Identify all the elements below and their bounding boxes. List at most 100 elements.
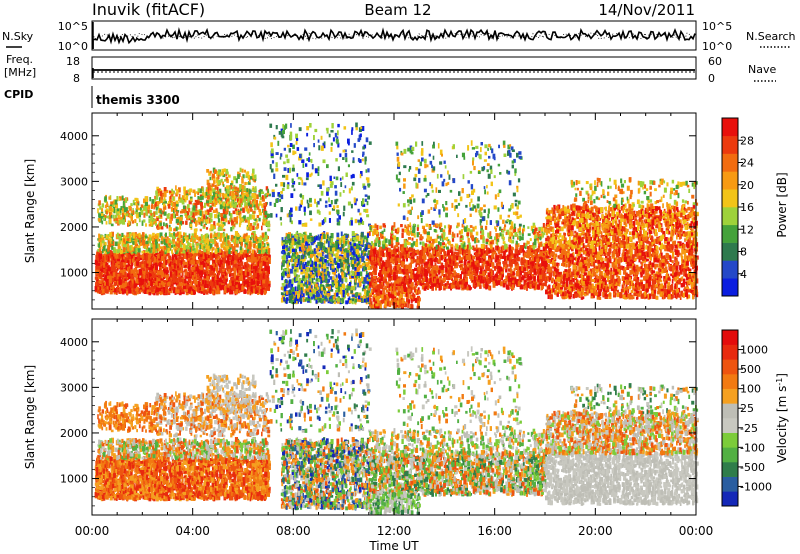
power-cell-echo2 bbox=[170, 199, 172, 203]
power-cell-echo1 bbox=[123, 201, 125, 205]
power-cell-band1 bbox=[253, 280, 255, 284]
power-cell-echo2 bbox=[160, 210, 162, 214]
power-cell-echo2 bbox=[176, 211, 179, 216]
power-cell-echo3 bbox=[241, 185, 244, 190]
nave-tick-high: 60 bbox=[708, 55, 722, 68]
power-cell-band1 bbox=[245, 281, 248, 285]
power-cell-echo3 bbox=[248, 182, 251, 185]
power-cell-echo1 bbox=[133, 210, 135, 215]
power-cell-echo2 bbox=[256, 226, 259, 229]
power-cell-band1 bbox=[222, 269, 224, 272]
power-cell-band1b bbox=[155, 239, 157, 244]
power-cell-band1 bbox=[161, 250, 163, 255]
power-cell-echo1 bbox=[115, 200, 118, 205]
power-cell-band1b bbox=[249, 251, 252, 254]
power-cell-band1b bbox=[246, 239, 249, 242]
power-cell-echo1 bbox=[99, 206, 101, 209]
power-cell-band1b bbox=[186, 237, 188, 242]
power-cell-echo3 bbox=[254, 199, 256, 204]
power-cell-echo1 bbox=[136, 205, 138, 210]
power-cell-band1 bbox=[247, 291, 249, 295]
power-cell-band1 bbox=[99, 286, 101, 290]
power-cell-band1 bbox=[184, 279, 186, 284]
power-cell-band1 bbox=[215, 267, 217, 271]
power-cell-echo2 bbox=[194, 193, 196, 197]
power-cell-band1 bbox=[128, 276, 130, 279]
power-cell-band1 bbox=[114, 282, 117, 286]
power-cell-echo2 bbox=[252, 215, 255, 220]
power-cell-echo3 bbox=[228, 175, 231, 178]
power-cell-band1 bbox=[243, 281, 245, 286]
power-cell-band1 bbox=[244, 290, 247, 294]
power-cell-band1b bbox=[258, 250, 261, 254]
power-cell-band1b bbox=[174, 249, 176, 252]
power-cell-band1b bbox=[210, 239, 213, 242]
power-cell-band1b bbox=[98, 234, 100, 239]
power-cell-echo2 bbox=[242, 208, 245, 213]
power-cell-echo3 bbox=[216, 178, 218, 183]
power-cell-echo3 bbox=[254, 175, 257, 179]
power-cell-band1b bbox=[235, 251, 237, 254]
power-cell-band1 bbox=[153, 283, 155, 286]
power-cell-band1 bbox=[257, 273, 260, 278]
power-cell-band1 bbox=[230, 283, 232, 286]
power-cell-band1 bbox=[178, 289, 180, 292]
power-cell-band1b bbox=[153, 245, 156, 249]
power-cell-echo2 bbox=[189, 188, 192, 192]
power-cell-echo2 bbox=[220, 221, 222, 224]
power-cell-echo3 bbox=[253, 201, 255, 205]
power-cell-band1b bbox=[97, 249, 99, 252]
power-cell-band1 bbox=[253, 273, 256, 276]
power-cell-band1 bbox=[106, 255, 108, 260]
power-cell-echo1 bbox=[119, 198, 121, 201]
power-cell-echo2 bbox=[202, 211, 204, 216]
power-cell-echo3 bbox=[247, 200, 249, 203]
power-cell-band1b bbox=[192, 251, 195, 254]
power-cell-band1b bbox=[160, 246, 163, 249]
power-cell-echo2 bbox=[209, 213, 212, 218]
power-cell-band1 bbox=[222, 275, 224, 278]
power-cell-echo2 bbox=[265, 193, 267, 196]
power-cell-echo1 bbox=[149, 197, 151, 201]
power-cell-band1 bbox=[122, 270, 124, 275]
power-cell-band1 bbox=[105, 266, 107, 271]
power-cell-echo2 bbox=[172, 203, 174, 207]
power-cell-echo2 bbox=[188, 208, 190, 212]
power-cell-band1 bbox=[201, 270, 204, 274]
power-cell-band1 bbox=[109, 267, 111, 272]
power-cell-echo2 bbox=[185, 197, 187, 202]
power-cell-band1 bbox=[234, 260, 236, 264]
power-cell-band1b bbox=[164, 239, 166, 244]
power-cell-band1 bbox=[99, 257, 101, 262]
power-cell-echo2 bbox=[201, 196, 204, 200]
power-cell-band1b bbox=[208, 246, 210, 252]
power-cell-echo1 bbox=[98, 200, 101, 205]
power-cell-band1 bbox=[113, 267, 116, 272]
power-cell-echo1 bbox=[134, 219, 136, 223]
freq-label: Freq. bbox=[6, 53, 33, 66]
power-cell-band1 bbox=[256, 287, 259, 290]
power-cell-band1 bbox=[251, 270, 253, 273]
power-cell-echo2 bbox=[159, 201, 161, 204]
power-cell-echo3 bbox=[253, 194, 255, 199]
power-cell-band1b bbox=[108, 245, 111, 250]
power-cell-echo2 bbox=[185, 215, 187, 218]
power-cell-band1b bbox=[127, 238, 129, 241]
power-cell-echo3 bbox=[244, 170, 246, 173]
power-cell-band1b bbox=[244, 244, 246, 248]
power-cell-echo2 bbox=[223, 214, 226, 218]
power-cell-band1 bbox=[158, 289, 161, 292]
power-cell-echo3 bbox=[207, 183, 210, 188]
power-cell-band1 bbox=[187, 272, 190, 277]
power-cell-band1b bbox=[148, 248, 150, 252]
power-cell-band1 bbox=[130, 282, 132, 287]
power-cell-echo2 bbox=[235, 208, 238, 211]
power-cell-band1 bbox=[106, 272, 109, 275]
power-cell-band1 bbox=[205, 264, 207, 268]
power-cell-band1 bbox=[225, 273, 227, 276]
power-cell-echo2 bbox=[200, 204, 203, 210]
power-cell-echo2 bbox=[220, 213, 223, 217]
power-cell-band1 bbox=[135, 280, 138, 284]
power-cell-echo3 bbox=[250, 204, 252, 207]
power-cell-band1b bbox=[153, 248, 156, 253]
